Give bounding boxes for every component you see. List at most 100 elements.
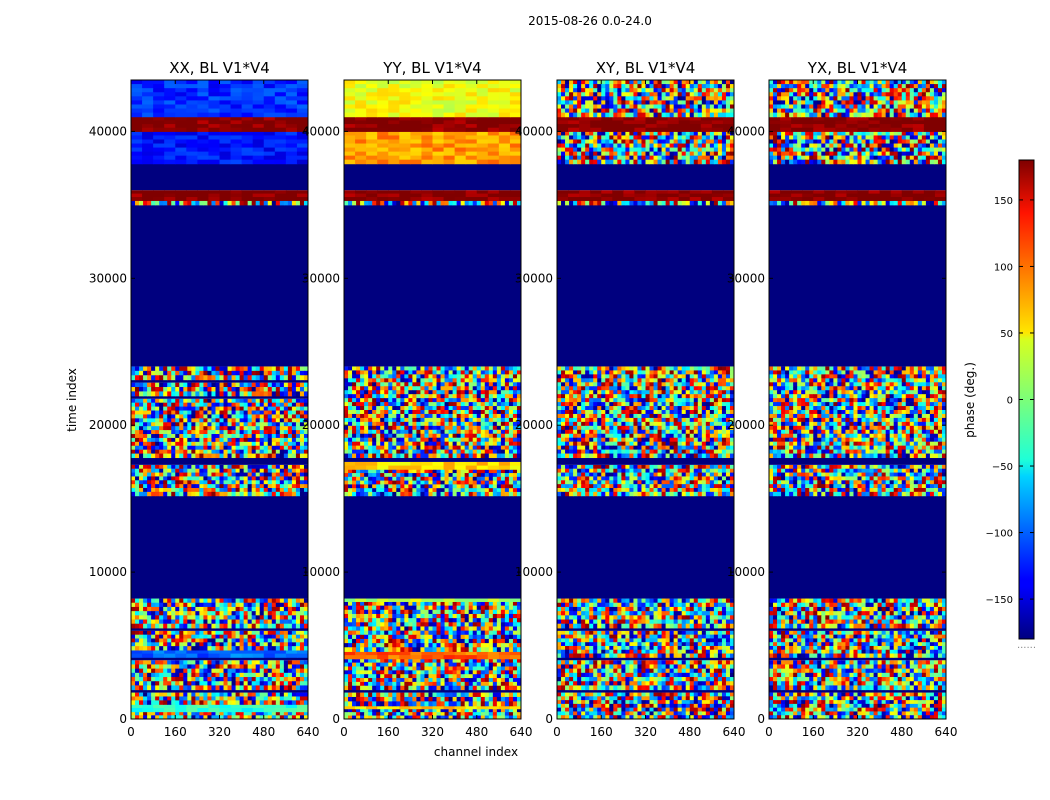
band-noise xyxy=(557,80,735,118)
band-flag xyxy=(769,457,946,465)
band-noise xyxy=(344,658,522,691)
band-flag xyxy=(769,495,946,599)
band-noise xyxy=(131,660,309,691)
x-tick-label: 320 xyxy=(846,725,869,739)
band-phase xyxy=(344,598,522,602)
y-tick-label: 40000 xyxy=(515,124,553,138)
panel-title: XY, BL V1*V4 xyxy=(596,59,696,77)
band-noise xyxy=(344,200,522,206)
band-noise xyxy=(557,660,735,691)
y-tick-label: 30000 xyxy=(302,271,340,285)
y-tick-label: 10000 xyxy=(727,565,765,579)
band-phase xyxy=(344,461,522,470)
y-axis-label: time index xyxy=(65,368,79,432)
band-noise xyxy=(344,708,522,720)
y-tick-label: 20000 xyxy=(89,418,127,432)
band-noise xyxy=(131,382,309,397)
band-noise xyxy=(557,200,735,206)
x-tick-label: 480 xyxy=(678,725,701,739)
band-phase xyxy=(769,116,947,132)
panel-3: YX, BL V1*V4 0 160 320 480 640 0 10000 20000 3000… xyxy=(727,59,958,739)
band-flag xyxy=(769,689,946,693)
band-flag xyxy=(344,495,521,599)
colorbar: 150 100 50 0 −50 −100 −150 phase (deg.)...... xyxy=(963,159,1036,651)
band-phase xyxy=(131,116,309,132)
band-flag xyxy=(557,495,734,599)
band-noise xyxy=(131,598,309,629)
band-noise xyxy=(769,598,947,629)
colorbar-extra-label: ...... xyxy=(1017,640,1036,651)
band-noise xyxy=(131,398,309,459)
colorbar-tick-label: 0 xyxy=(1007,396,1013,407)
y-tick-label: 20000 xyxy=(727,418,765,432)
band-phase xyxy=(131,131,309,165)
x-tick-label: 640 xyxy=(723,725,746,739)
band-flag xyxy=(131,657,308,661)
x-tick-label: 320 xyxy=(208,725,231,739)
x-tick-label: 480 xyxy=(252,725,275,739)
x-tick-label: 640 xyxy=(297,725,320,739)
band-phase xyxy=(344,80,522,118)
colorbar-label: phase (deg.) xyxy=(963,362,977,438)
band-noise xyxy=(769,200,947,206)
band-noise xyxy=(769,80,947,118)
band-phase xyxy=(344,705,522,710)
y-tick-label: 0 xyxy=(757,712,765,726)
band-noise xyxy=(769,692,947,720)
y-tick-label: 20000 xyxy=(515,418,553,432)
panel-title: YX, BL V1*V4 xyxy=(807,59,908,77)
y-tick-label: 0 xyxy=(332,712,340,726)
band-flag xyxy=(344,204,521,367)
band-flag xyxy=(557,689,734,693)
colorbar-tick-label: 150 xyxy=(994,196,1013,207)
band-phase xyxy=(131,649,309,658)
band-flag xyxy=(131,495,308,599)
band-noise xyxy=(557,131,735,165)
band-noise xyxy=(769,366,947,459)
y-tick-label: 0 xyxy=(545,712,553,726)
y-tick-label: 20000 xyxy=(302,418,340,432)
panel-title: YY, BL V1*V4 xyxy=(382,59,481,77)
band-flag xyxy=(131,204,308,367)
band-flag xyxy=(131,395,308,399)
band-phase xyxy=(131,704,309,713)
band-noise xyxy=(131,692,309,705)
band-flag xyxy=(131,457,308,465)
x-tick-label: 480 xyxy=(465,725,488,739)
band-noise xyxy=(344,366,522,459)
y-tick-label: 40000 xyxy=(89,124,127,138)
band-phase xyxy=(557,116,735,132)
band-flag xyxy=(344,163,521,191)
x-tick-label: 0 xyxy=(553,725,561,739)
band-phase xyxy=(344,190,522,201)
band-noise xyxy=(131,200,309,206)
colorbar-tick-label: −150 xyxy=(986,595,1013,606)
y-tick-label: 30000 xyxy=(89,271,127,285)
band-noise xyxy=(344,601,522,652)
x-tick-label: 160 xyxy=(590,725,613,739)
y-tick-label: 0 xyxy=(119,712,127,726)
band-noise xyxy=(769,660,947,691)
band-flag xyxy=(769,204,946,367)
band-noise xyxy=(131,711,309,720)
band-flag xyxy=(769,657,946,661)
band-flag xyxy=(131,379,308,383)
band-phase xyxy=(131,190,309,201)
band-phase xyxy=(344,131,522,165)
band-noise xyxy=(131,464,309,497)
band-flag xyxy=(557,457,734,465)
x-tick-label: 0 xyxy=(127,725,135,739)
band-phase xyxy=(344,116,522,132)
y-tick-label: 10000 xyxy=(302,565,340,579)
x-tick-label: 160 xyxy=(802,725,825,739)
band-noise xyxy=(344,469,522,497)
band-flag xyxy=(557,627,734,631)
y-tick-label: 10000 xyxy=(89,565,127,579)
colorbar-tick-label: −50 xyxy=(992,462,1013,473)
band-noise xyxy=(769,131,947,165)
band-phase xyxy=(557,190,735,201)
x-tick-label: 640 xyxy=(935,725,958,739)
band-noise xyxy=(131,366,309,381)
x-tick-label: 480 xyxy=(890,725,913,739)
